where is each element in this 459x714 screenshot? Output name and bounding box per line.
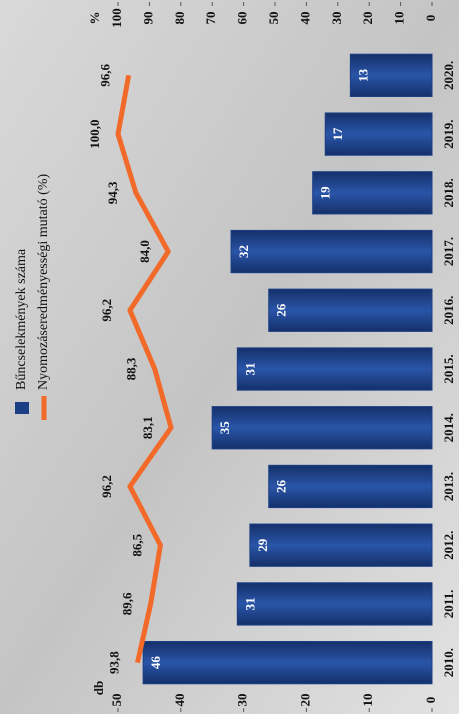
y2-tick-label: 90 (140, 12, 155, 25)
y-axis-label: db (91, 681, 106, 695)
line-value-label: 96,6 (98, 63, 113, 86)
x-tick-label: 2020. (441, 61, 456, 90)
bar-value-label: 19 (318, 186, 333, 200)
line-value-label: 83,1 (140, 416, 155, 439)
bar-value-label: 46 (148, 656, 163, 670)
line-value-label: 96,2 (99, 475, 114, 498)
x-tick-label: 2015. (441, 354, 456, 383)
line-value-label: 86,5 (129, 533, 144, 556)
line-value-label: 88,3 (124, 357, 139, 380)
bar (268, 464, 433, 509)
y2-tick-label: 10 (392, 12, 407, 25)
y-tick-label: 40 (172, 694, 187, 707)
y-tick-label: 10 (360, 694, 375, 707)
bar (142, 640, 433, 685)
bar-value-label: 26 (274, 479, 289, 493)
legend-swatch (15, 402, 29, 414)
x-tick-label: 2016. (441, 296, 456, 325)
y2-tick-label: 50 (266, 12, 281, 25)
y2-tick-label: 30 (329, 12, 344, 25)
bar (249, 523, 433, 567)
bar-value-label: 26 (274, 303, 289, 317)
bar-value-label: 29 (255, 538, 270, 552)
line-value-label: 93,8 (106, 651, 121, 674)
y2-axis-label: % (87, 12, 102, 25)
line-value-label: 84,0 (137, 240, 152, 263)
line-value-label: 100,0 (87, 119, 102, 148)
x-tick-label: 2019. (441, 119, 456, 148)
bar (236, 582, 433, 626)
y2-tick-label: 60 (235, 12, 250, 25)
line-value-label: 89,6 (120, 592, 135, 615)
y-tick-label: 30 (235, 694, 250, 707)
y2-tick-label: 100 (109, 8, 124, 28)
y-tick-label: 50 (109, 694, 124, 707)
bar (349, 53, 433, 98)
y-tick-label: 20 (297, 694, 312, 707)
x-tick-label: 2010. (441, 648, 456, 677)
x-tick-label: 2014. (441, 413, 456, 442)
legend-label: Nyomozáseredményességi mutató (%) (36, 174, 51, 390)
bar-value-label: 32 (236, 245, 251, 258)
bar (268, 288, 433, 332)
y2-tick-label: 40 (297, 12, 312, 25)
y2-tick-label: 0 (423, 15, 438, 22)
y2-tick-label: 70 (203, 12, 218, 25)
x-tick-label: 2018. (441, 178, 456, 207)
x-tick-label: 2017. (441, 237, 456, 266)
bar-value-label: 13 (355, 68, 370, 82)
bar (236, 347, 433, 391)
bar-value-label: 17 (330, 127, 345, 141)
bar (211, 406, 433, 450)
line (115, 74, 174, 664)
bar-value-label: 31 (242, 597, 257, 610)
bar (230, 229, 433, 274)
rotated-chart: 0 10 20 30 40 50 0 10 20 30 40 50 60 70 80 90 100 db% 2010… (14, 2, 456, 712)
y2-tick-label: 20 (360, 12, 375, 25)
line-value-label: 94,3 (105, 181, 120, 204)
line-value-label: 96,2 (99, 299, 114, 322)
bar (324, 112, 433, 156)
x-tick-label: 2011. (441, 590, 456, 619)
legend-label: Bűncselekmények száma (14, 248, 29, 390)
bar (312, 171, 433, 215)
y2-tick-label: 80 (172, 12, 187, 25)
bar-value-label: 31 (242, 363, 257, 376)
y-tick-label: 0 (423, 697, 438, 704)
x-tick-label: 2013. (441, 472, 456, 501)
bar-value-label: 35 (217, 421, 232, 435)
x-tick-label: 2012. (441, 531, 456, 560)
